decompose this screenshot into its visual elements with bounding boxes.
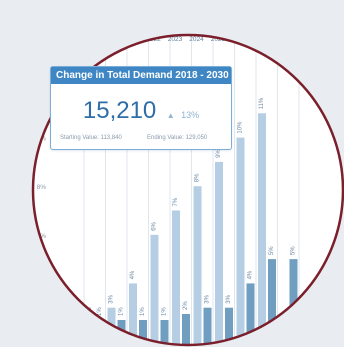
data-label: 5% xyxy=(269,246,275,255)
data-label: 1% xyxy=(162,307,168,316)
chart-title: Change Over Time Since 20 xyxy=(125,14,243,24)
data-label: 1% xyxy=(97,307,103,316)
summary-panel: Change in Total Demand 2018 - 2030 15,21… xyxy=(50,66,232,150)
starting-value: Starting Value: 113,840 xyxy=(60,135,122,141)
bar xyxy=(129,283,137,345)
data-label: 1% xyxy=(140,307,146,316)
y-axis-label: % Change xyxy=(27,207,33,236)
data-label: 3% xyxy=(205,294,211,303)
bar xyxy=(268,259,276,345)
bar xyxy=(215,161,223,345)
up-arrow-icon: ▲ xyxy=(166,111,175,120)
bar xyxy=(150,234,159,345)
x-tick-label: 2024 xyxy=(189,36,204,43)
ending-value: Ending Value: 129,050 xyxy=(147,135,208,141)
data-label: 4% xyxy=(248,270,254,279)
bar xyxy=(236,137,245,345)
data-label: 3% xyxy=(226,294,232,303)
bar xyxy=(246,283,255,345)
bar xyxy=(117,320,126,345)
data-label: 6% xyxy=(152,221,158,230)
lens-border xyxy=(31,33,344,347)
x-tick-label: 2025 xyxy=(211,36,226,43)
summary-number: 15,210 xyxy=(82,97,157,124)
bar xyxy=(182,314,190,345)
x-tick-label: 2019 xyxy=(82,36,97,43)
data-label: 8% xyxy=(195,173,201,182)
data-label: 4% xyxy=(130,270,136,279)
x-tick-label: 2021 xyxy=(125,36,140,43)
data-label: 1% xyxy=(119,307,125,316)
bar xyxy=(139,320,147,345)
x-tick-label: 2020 xyxy=(103,36,118,43)
y-tick-label: 4% xyxy=(37,281,47,288)
bar xyxy=(258,113,266,345)
summary-percent: 13% xyxy=(181,110,200,120)
data-label: 11% xyxy=(259,97,265,109)
data-label: 5% xyxy=(291,246,297,255)
bar xyxy=(96,320,104,345)
x-tick-label: 2023 xyxy=(168,36,183,43)
data-label: 3% xyxy=(109,294,115,303)
y-tick-label: 6% xyxy=(37,233,47,240)
bar xyxy=(203,307,212,345)
bar xyxy=(160,320,169,345)
data-label: 2% xyxy=(183,301,189,310)
data-label: 7% xyxy=(173,197,179,206)
summary-title: Change in Total Demand 2018 - 2030 xyxy=(51,67,231,84)
y-tick-label: 8% xyxy=(37,184,47,191)
bar xyxy=(193,186,202,345)
data-label: 9% xyxy=(216,149,222,158)
summary-value: 15,210 ▲ 13% xyxy=(51,97,231,125)
bar xyxy=(172,210,180,345)
y-tick-label: 12% xyxy=(33,87,46,94)
data-label: 10% xyxy=(238,121,244,134)
bar xyxy=(86,320,94,345)
bar xyxy=(225,307,233,345)
